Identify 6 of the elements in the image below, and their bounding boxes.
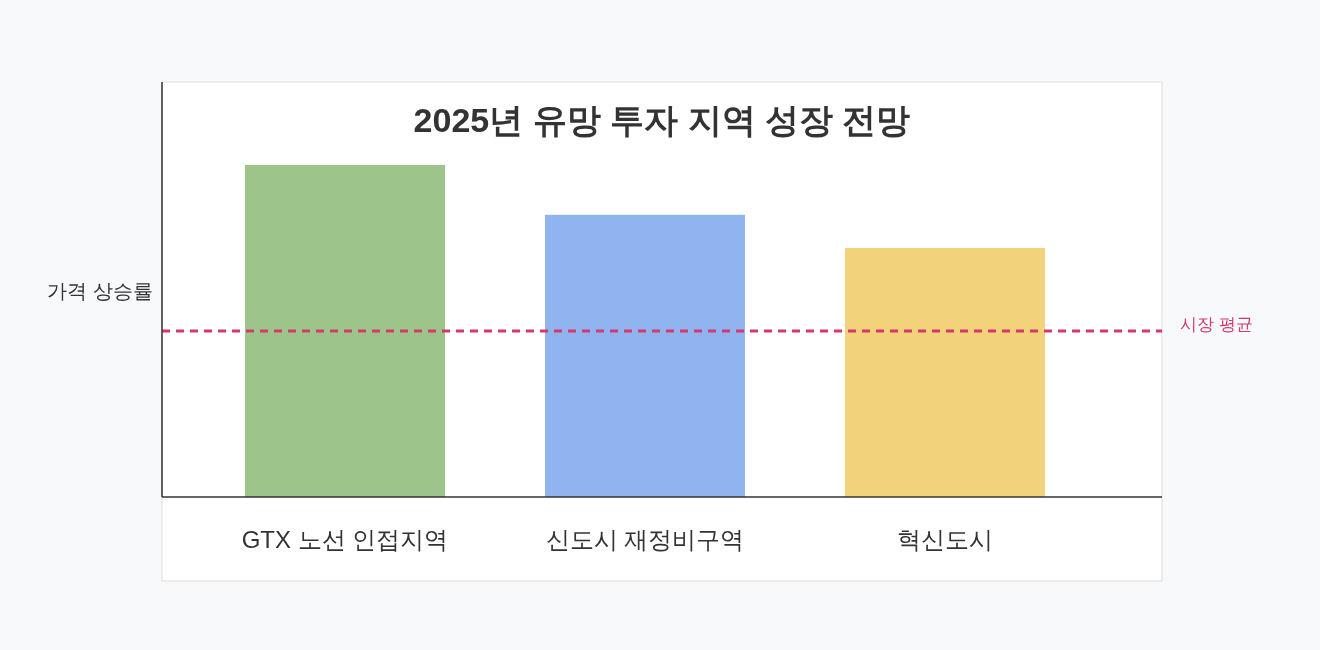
chart-title: 2025년 유망 투자 지역 성장 전망 — [413, 101, 911, 139]
x-tick-label: GTX 노선 인접지역 — [241, 526, 449, 553]
x-tick-label: 신도시 재정비구역 — [545, 526, 745, 553]
y-axis-title: 가격 상승률 — [47, 280, 153, 302]
ref-line-label: 시장 평균 — [1180, 315, 1253, 334]
x-tick-label: 혁신도시 — [897, 526, 993, 553]
